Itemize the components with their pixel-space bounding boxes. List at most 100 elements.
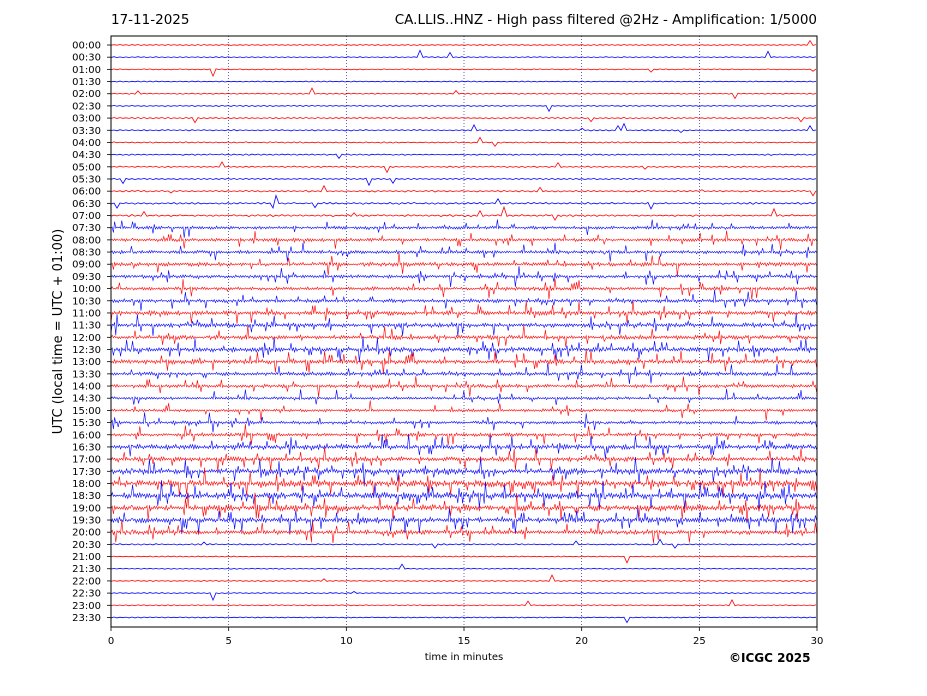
- y-tick-label: 13:00: [72, 357, 101, 368]
- x-axis-ticks: 0 5 10 15 20 25 30: [108, 627, 824, 647]
- trace-0730: [110, 219, 817, 238]
- x-tick-label: 25: [693, 636, 706, 647]
- x-tick-label: 0: [108, 636, 114, 647]
- trace-1330: [110, 362, 817, 385]
- trace-0600: [110, 184, 817, 197]
- trace-0700: [110, 205, 817, 221]
- y-tick-label: 12:00: [72, 333, 101, 344]
- y-tick-label: 20:30: [72, 540, 101, 551]
- chart-title: CA.LLIS..HNZ - High pass filtered @2Hz -…: [394, 12, 817, 28]
- y-tick-label: 03:00: [72, 114, 101, 125]
- y-tick-label: 14:30: [72, 394, 101, 405]
- trace-1930: [110, 507, 817, 535]
- y-tick-label: 16:00: [72, 430, 101, 441]
- y-tick-label: 15:30: [72, 418, 101, 429]
- y-tick-label: 10:30: [72, 296, 101, 307]
- y-tick-label: 12:30: [72, 345, 101, 356]
- trace-0300: [110, 116, 817, 124]
- trace-1000: [110, 278, 817, 300]
- plot-frame: [110, 35, 818, 628]
- seismic-traces: [110, 39, 817, 624]
- trace-0130: [110, 80, 817, 83]
- trace-1030: [110, 289, 817, 311]
- x-tick-label: 15: [458, 636, 471, 647]
- trace-0830: [110, 242, 817, 262]
- y-tick-label: 19:00: [72, 503, 101, 514]
- trace-0000: [110, 39, 817, 46]
- y-tick-label: 07:30: [72, 223, 101, 234]
- trace-0900: [110, 252, 817, 277]
- trace-2300: [110, 599, 817, 607]
- y-tick-label: 08:30: [72, 248, 101, 259]
- trace-1500: [110, 400, 817, 421]
- y-tick-label: 00:00: [72, 41, 101, 52]
- trace-0100: [110, 68, 817, 78]
- trace-0800: [110, 230, 817, 251]
- y-tick-label: 05:30: [72, 174, 101, 185]
- y-tick-label: 09:00: [72, 260, 101, 271]
- x-axis-title: time in minutes: [425, 652, 504, 663]
- trace-1830: [110, 480, 817, 512]
- trace-0030: [110, 49, 817, 59]
- trace-0400: [110, 136, 817, 147]
- y-tick-label: 19:30: [72, 516, 101, 527]
- y-tick-label: 02:00: [72, 89, 101, 100]
- vertical-grid: [228, 36, 700, 627]
- trace-1400: [110, 376, 817, 398]
- y-tick-label: 10:00: [72, 284, 101, 295]
- trace-0630: [110, 194, 817, 210]
- trace-1230: [110, 337, 817, 363]
- trace-1100: [110, 301, 817, 324]
- trace-1600: [110, 423, 817, 446]
- trace-0200: [110, 87, 817, 100]
- y-tick-label: 08:00: [72, 235, 101, 246]
- y-tick-label: 21:00: [72, 552, 101, 563]
- y-tick-label: 02:30: [72, 101, 101, 112]
- trace-1130: [110, 313, 817, 337]
- trace-0230: [110, 104, 817, 113]
- y-tick-label: 13:30: [72, 369, 101, 380]
- y-tick-label: 01:30: [72, 77, 101, 88]
- y-tick-label: 17:30: [72, 467, 101, 478]
- y-tick-label: 01:00: [72, 65, 101, 76]
- trace-1900: [110, 492, 817, 522]
- y-tick-label: 09:30: [72, 272, 101, 283]
- trace-2200: [110, 574, 817, 582]
- date-label: 17-11-2025: [111, 12, 190, 28]
- x-tick-label: 5: [225, 636, 231, 647]
- trace-0530: [110, 177, 817, 187]
- y-tick-label: 00:30: [72, 53, 101, 64]
- y-tick-label: 11:00: [72, 308, 101, 319]
- y-tick-label: 04:30: [72, 150, 101, 161]
- y-tick-label: 14:00: [72, 382, 101, 393]
- trace-2100: [110, 555, 817, 564]
- copyright-label: ©ICGC 2025: [729, 651, 811, 665]
- trace-0330: [110, 122, 817, 134]
- y-tick-label: 20:00: [72, 528, 101, 539]
- trace-0930: [110, 266, 817, 288]
- y-tick-label: 03:30: [72, 126, 101, 137]
- trace-0500: [110, 161, 817, 174]
- y-tick-label: 06:30: [72, 199, 101, 210]
- trace-2330: [110, 616, 817, 624]
- y-tick-label: 17:00: [72, 455, 101, 466]
- y-tick-label: 15:00: [72, 406, 101, 417]
- x-tick-label: 10: [340, 636, 353, 647]
- trace-1530: [110, 412, 817, 433]
- y-tick-label: 23:30: [72, 613, 101, 624]
- trace-2030: [110, 538, 817, 549]
- y-tick-label: 11:30: [72, 321, 101, 332]
- y-axis-title: UTC (local time = UTC + 01:00): [51, 229, 66, 434]
- trace-0430: [110, 153, 817, 160]
- y-tick-label: 22:30: [72, 589, 101, 600]
- x-tick-label: 30: [811, 636, 824, 647]
- trace-1730: [110, 456, 817, 487]
- trace-2130: [110, 563, 817, 570]
- trace-1700: [110, 446, 817, 472]
- x-tick-label: 20: [575, 636, 588, 647]
- trace-2000: [110, 519, 817, 544]
- y-tick-label: 18:00: [72, 479, 101, 490]
